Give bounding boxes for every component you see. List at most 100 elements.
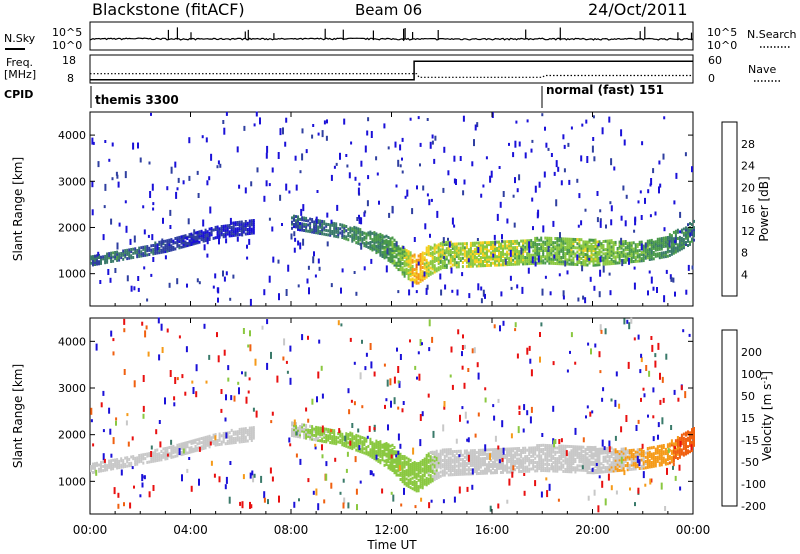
scatter-cell bbox=[240, 433, 243, 437]
scatter-cell bbox=[660, 463, 663, 467]
scatter-cell bbox=[212, 435, 215, 439]
scatter-cell bbox=[242, 433, 245, 437]
scatter-cell bbox=[691, 434, 693, 438]
scatter-cell bbox=[590, 259, 593, 263]
scatter-cell bbox=[136, 249, 139, 252]
scatter-cell bbox=[399, 461, 402, 465]
scatter-cell bbox=[550, 247, 553, 251]
scatter-cell bbox=[550, 259, 553, 263]
scatter-cell bbox=[588, 445, 591, 449]
scatter-cell bbox=[166, 446, 169, 450]
scatter-cell bbox=[594, 469, 597, 472]
scatter-cell bbox=[538, 465, 541, 468]
scatter-cell bbox=[528, 257, 531, 261]
scatter-cell bbox=[588, 450, 591, 454]
scatter-cell bbox=[182, 234, 185, 238]
scatter-cell bbox=[514, 256, 517, 260]
scatter-cell bbox=[674, 250, 677, 254]
scatter-cell bbox=[377, 449, 380, 453]
scatter-cell bbox=[608, 469, 611, 473]
scatter-cell bbox=[496, 263, 498, 267]
scatter-cell bbox=[482, 253, 484, 257]
scatter-cell bbox=[377, 246, 380, 250]
scatter-cell bbox=[403, 253, 406, 257]
scatter-cell bbox=[598, 464, 601, 468]
scatter-cell bbox=[370, 131, 373, 138]
scatter-cell bbox=[580, 155, 583, 162]
scatter-cell bbox=[550, 153, 553, 157]
scatter-cell bbox=[225, 271, 228, 276]
scatter-cell bbox=[285, 117, 288, 123]
scatter-cell bbox=[425, 468, 428, 472]
scatter-cell bbox=[598, 240, 601, 244]
scatter-cell bbox=[124, 249, 127, 253]
scatter-cell bbox=[415, 472, 418, 476]
scatter-cell bbox=[554, 251, 557, 255]
scatter-cell bbox=[676, 230, 679, 234]
scatter-cell bbox=[164, 457, 167, 461]
scatter-cell bbox=[640, 253, 643, 257]
scatter-cell bbox=[301, 425, 304, 429]
scatter-cell bbox=[646, 248, 649, 251]
scatter-cell bbox=[405, 471, 408, 475]
scatter-cell bbox=[555, 160, 558, 168]
scatter-cell bbox=[319, 430, 322, 434]
scatter-cell bbox=[367, 231, 370, 235]
scatter-cell bbox=[208, 235, 211, 239]
scatter-cell bbox=[220, 233, 223, 237]
scatter-cell bbox=[465, 468, 468, 472]
scatter-cell bbox=[650, 463, 653, 467]
scatter-cell bbox=[644, 242, 647, 248]
scatter-cell bbox=[540, 244, 543, 248]
scatter-cell bbox=[443, 243, 446, 247]
scatter-cell bbox=[680, 452, 683, 456]
scatter-cell bbox=[496, 471, 498, 475]
scatter-cell bbox=[634, 251, 637, 255]
scatter-cell bbox=[546, 450, 549, 454]
scatter-cell bbox=[94, 464, 96, 468]
scatter-cell bbox=[477, 472, 480, 475]
scatter-cell bbox=[393, 263, 396, 267]
scatter-cell bbox=[532, 450, 535, 454]
scatter-cell bbox=[377, 244, 380, 248]
scatter-cell bbox=[558, 446, 561, 450]
scatter-cell bbox=[590, 452, 593, 456]
scatter-cell bbox=[604, 455, 607, 459]
scatter-cell bbox=[693, 427, 695, 430]
scatter-cell bbox=[689, 240, 691, 244]
scatter-cell bbox=[180, 442, 183, 446]
scatter-cell bbox=[604, 449, 607, 453]
scatter-cell bbox=[475, 260, 478, 264]
scatter-cell bbox=[532, 454, 535, 458]
scatter-cell bbox=[313, 222, 316, 226]
scatter-cell bbox=[498, 464, 500, 468]
scatter-cell bbox=[142, 252, 145, 256]
scatter-cell bbox=[152, 457, 155, 461]
scatter-cell bbox=[462, 190, 465, 196]
scatter-cell bbox=[469, 264, 472, 268]
scatter-cell bbox=[473, 139, 475, 147]
scatter-cell bbox=[182, 446, 185, 450]
scatter-cell bbox=[601, 439, 604, 447]
scatter-cell bbox=[383, 247, 386, 251]
scatter-cell bbox=[453, 259, 456, 263]
scatter-cell bbox=[293, 225, 295, 229]
scatter-cell bbox=[664, 450, 667, 453]
scatter-cell bbox=[218, 432, 221, 436]
scatter-cell bbox=[357, 231, 360, 235]
scatter-cell bbox=[520, 449, 523, 452]
scatter-cell bbox=[447, 460, 450, 464]
scatter-cell bbox=[355, 444, 358, 448]
scatter-cell bbox=[550, 448, 553, 452]
scatter-cell bbox=[441, 471, 444, 475]
scatter-cell bbox=[423, 461, 426, 465]
scatter-cell bbox=[576, 468, 579, 472]
scatter-cell bbox=[315, 225, 318, 228]
scatter-cell bbox=[672, 247, 675, 251]
scatter-cell bbox=[584, 263, 587, 267]
scatter-cell bbox=[255, 111, 258, 117]
scatter-cell bbox=[652, 460, 655, 464]
scatter-cell bbox=[548, 450, 551, 454]
scatter-cell bbox=[529, 358, 532, 364]
scatter-cell bbox=[512, 447, 515, 451]
